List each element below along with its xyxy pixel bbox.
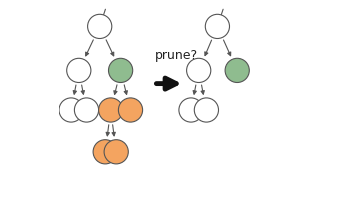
Circle shape [67, 58, 91, 82]
Circle shape [179, 98, 203, 122]
Circle shape [74, 98, 99, 122]
Circle shape [88, 14, 112, 38]
Circle shape [225, 58, 249, 82]
Circle shape [59, 98, 83, 122]
Circle shape [187, 58, 211, 82]
Circle shape [194, 98, 218, 122]
Text: prune?: prune? [155, 49, 198, 62]
Circle shape [205, 14, 230, 38]
Circle shape [93, 140, 117, 164]
Circle shape [104, 140, 128, 164]
Circle shape [99, 98, 123, 122]
Circle shape [108, 58, 133, 82]
Circle shape [118, 98, 143, 122]
